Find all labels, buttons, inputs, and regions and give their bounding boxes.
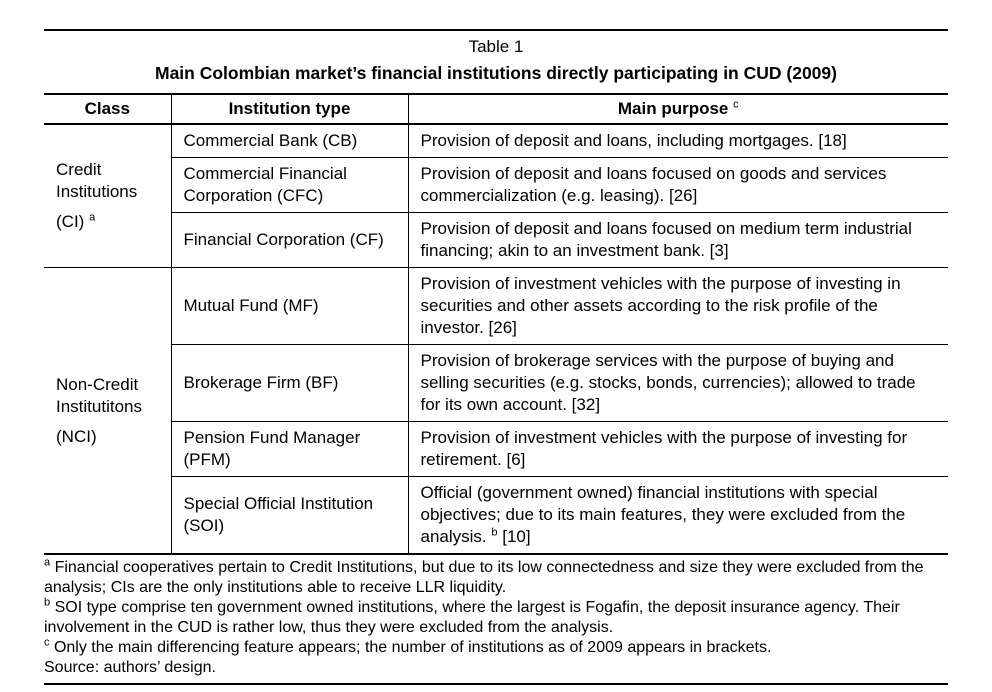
table-row: Brokerage Firm (BF) Provision of brokera… <box>44 344 948 422</box>
institution-cell: Financial Corporation (CF) <box>170 212 408 268</box>
table-row: Special Official Institution (SOI) Offic… <box>44 476 948 555</box>
table-row: Credit Institutions (CI) a Commercial Ba… <box>44 124 948 268</box>
institution-cell: Commercial Bank (CB) <box>170 124 408 158</box>
class-name: Credit Institutions <box>56 160 138 201</box>
institutions-table: Class Institution type Main purpose c Cr… <box>44 93 948 555</box>
purpose-cell: Provision of investment vehicles with th… <box>407 421 948 477</box>
class-footnote-marker: a <box>89 211 96 224</box>
institution-cell: Pension Fund Manager (PFM) <box>170 421 408 477</box>
purpose-cell: Official (government owned) financial in… <box>407 476 948 555</box>
institution-cell: Special Official Institution (SOI) <box>170 476 408 555</box>
column-header-main-purpose: Main purpose c <box>407 93 948 125</box>
header-row: Class Institution type Main purpose c <box>44 93 948 125</box>
class-name: Non-Credit Institutitons <box>56 374 142 416</box>
purpose-cell: Provision of brokerage services with the… <box>407 344 948 422</box>
footnote-a: a Financial cooperatives pertain to Cred… <box>44 556 924 596</box>
footnote-marker-b: b <box>44 596 51 609</box>
top-rule <box>44 29 948 31</box>
footnotes-section: a Financial cooperatives pertain to Cred… <box>44 555 948 685</box>
page-title: Main Colombian market’s financial instit… <box>155 63 837 83</box>
class-cell-credit-institutions: Credit Institutions (CI) a <box>44 124 171 268</box>
footnote-b: b SOI type comprise ten government owned… <box>44 596 900 636</box>
purpose-cell: Provision of deposit and loans focused o… <box>407 212 948 268</box>
institution-cell: Brokerage Firm (BF) <box>170 344 408 422</box>
purpose-cell: Provision of investment vehicles with th… <box>407 267 948 345</box>
institution-cell: Mutual Fund (MF) <box>170 267 408 345</box>
footnote-c: c Only the main differencing feature app… <box>44 636 772 656</box>
footnote-marker-a: a <box>44 556 51 569</box>
main-purpose-label: Main purpose <box>617 99 729 118</box>
purpose-cell: Provision of deposit and loans focused o… <box>407 157 948 213</box>
table-row: Financial Corporation (CF) Provision of … <box>44 212 948 268</box>
table-row: Pension Fund Manager (PFM) Provision of … <box>44 421 948 477</box>
table-row: Commercial Financial Corporation (CFC) P… <box>44 157 948 213</box>
soi-footnote-marker: b <box>491 526 498 539</box>
class-abbreviation: (CI) a <box>56 211 96 231</box>
institution-cell: Commercial Financial Corporation (CFC) <box>170 157 408 213</box>
purpose-cell: Provision of deposit and loans, includin… <box>407 124 948 158</box>
footnote-marker-c: c <box>44 636 50 649</box>
column-header-institution-type: Institution type <box>170 93 408 125</box>
source-line: Source: authors’ design. <box>44 659 216 676</box>
document-page: Table 1 Main Colombian market’s financia… <box>44 0 948 685</box>
table-label: Table 1 <box>468 37 524 56</box>
purpose-footnote-marker: c <box>733 98 739 111</box>
class-abbreviation: (NCI) <box>56 426 97 446</box>
column-header-class: Class <box>44 93 171 125</box>
table-row: Non-Credit Institutitons (NCI) Mutual Fu… <box>44 267 948 555</box>
class-cell-non-credit-institutions: Non-Credit Institutitons (NCI) <box>44 267 171 555</box>
